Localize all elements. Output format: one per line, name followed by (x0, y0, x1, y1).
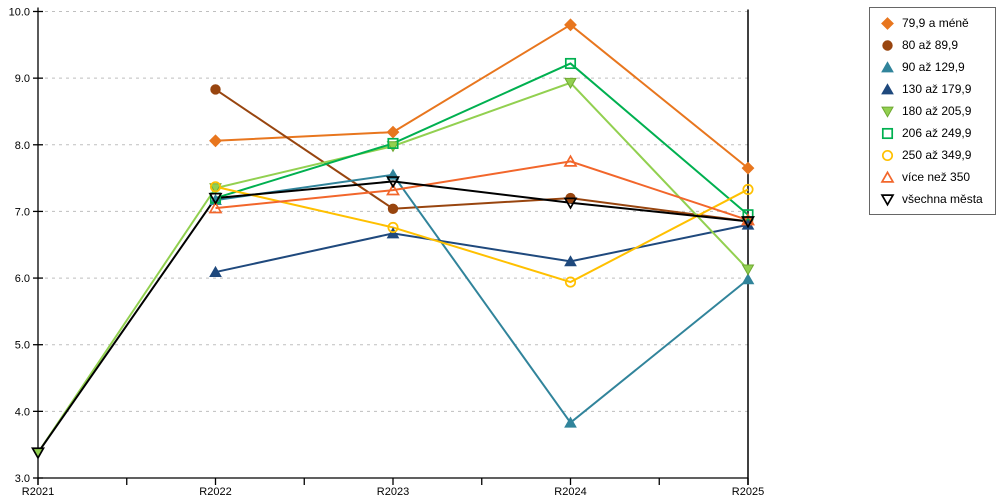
legend-item: 130 až 179,9 (880, 82, 991, 97)
chart-legend: 79,9 a méně 80 až 89,9 90 až 129,9 130 až 1… (869, 7, 996, 215)
legend-item: 90 až 129,9 (880, 60, 991, 75)
circle-filled-icon (882, 39, 893, 51)
series-line-v-ce-ne-350 (215, 160, 749, 222)
series-line-206-a-249-9 (215, 62, 749, 216)
data-point-marker (741, 161, 755, 175)
data-point-marker (564, 276, 577, 288)
legend-item: 250 až 349,9 (880, 148, 991, 163)
series-line-80-a-89-9 (214, 88, 749, 223)
data-point-marker (386, 183, 400, 196)
x-axis-label: R2025 (732, 486, 764, 498)
legend-item-label: 250 až 349,9 (902, 148, 972, 162)
triangle-down-open-glyph (880, 193, 895, 206)
circle-filled-glyph (882, 39, 893, 51)
data-point-marker (564, 416, 577, 428)
legend-item-label: 90 až 129,9 (902, 60, 965, 74)
data-point-marker (208, 192, 223, 206)
x-axis-label: R2021 (22, 486, 54, 498)
data-point-marker (209, 181, 222, 193)
legend-item-label: všechna města (902, 192, 983, 206)
legend-item: 206 až 249,9 (880, 126, 991, 141)
legend-item-label: 180 až 205,9 (902, 104, 972, 118)
data-point-marker (563, 197, 578, 210)
triangle-up-open-glyph (880, 170, 895, 183)
triangle-up-open-icon (880, 170, 895, 183)
series-line-250-a-349-9 (215, 185, 749, 284)
data-point-marker (564, 18, 577, 32)
series-line-90-a-129-9 (215, 173, 749, 425)
y-axis-label: 3.0 (15, 473, 30, 485)
data-point-marker (209, 183, 222, 195)
data-point-marker (387, 221, 399, 233)
y-axis-label: 8.0 (15, 140, 30, 152)
data-point-marker (742, 209, 754, 221)
data-point-marker (741, 216, 755, 229)
x-axis-label: R2024 (554, 486, 586, 498)
triangle-up-filled-icon (881, 82, 894, 94)
data-point-marker (209, 265, 222, 277)
data-point-marker (741, 264, 755, 276)
y-axis-label: 5.0 (15, 340, 30, 352)
data-point-marker (741, 213, 755, 226)
series-line-v-echna-m-sta (37, 180, 749, 454)
data-point-marker (563, 154, 578, 167)
diamond-filled-icon (881, 16, 894, 30)
legend-item-label: 130 až 179,9 (902, 82, 972, 96)
data-point-marker (742, 183, 754, 195)
data-point-marker (31, 447, 45, 460)
legend-item-label: 79,9 a méně (902, 16, 969, 30)
y-axis-label: 9.0 (15, 73, 30, 85)
triangle-down-filled-glyph (881, 106, 894, 118)
y-axis-label: 6.0 (15, 273, 30, 285)
y-axis-label: 10.0 (9, 7, 30, 19)
data-point-marker (564, 255, 577, 267)
legend-item: všechna města (880, 192, 991, 207)
legend-item: více než 350 (880, 170, 991, 185)
x-axis-label: R2023 (377, 486, 409, 498)
square-open-glyph (881, 127, 894, 139)
data-point-marker (210, 84, 221, 95)
legend-item: 79,9 a méně (880, 16, 991, 31)
triangle-up-filled-glyph (881, 60, 894, 72)
y-axis-label: 7.0 (15, 206, 30, 218)
data-point-marker (208, 201, 223, 214)
data-point-marker (386, 125, 400, 139)
data-point-marker (386, 176, 400, 189)
triangle-down-filled-icon (881, 106, 894, 118)
data-point-marker (564, 57, 577, 70)
circle-open-glyph (881, 149, 894, 161)
circle-open-icon (881, 149, 894, 161)
legend-item: 80 až 89,9 (880, 38, 991, 53)
data-point-marker (564, 77, 577, 90)
triangle-up-filled-icon (881, 60, 894, 72)
triangle-down-open-icon (880, 193, 895, 206)
y-axis-label: 4.0 (15, 406, 30, 418)
series-line-79-9-a-m-n- (215, 23, 749, 169)
legend-item: 180 až 205,9 (880, 104, 991, 119)
legend-item-label: 206 až 249,9 (902, 126, 972, 140)
data-point-marker (387, 137, 399, 150)
x-axis-label: R2022 (199, 486, 231, 498)
square-open-icon (881, 127, 894, 139)
legend-item-label: více než 350 (902, 170, 971, 184)
data-point-marker (741, 273, 755, 285)
data-point-marker (387, 203, 399, 214)
data-point-marker (209, 134, 222, 148)
data-point-marker (386, 141, 400, 153)
triangle-up-filled-glyph (881, 82, 894, 94)
diamond-filled-glyph (881, 16, 894, 30)
data-point-marker (386, 227, 400, 239)
legend-item-label: 80 až 89,9 (902, 38, 959, 52)
series-line-130-a-179-9 (215, 223, 749, 274)
